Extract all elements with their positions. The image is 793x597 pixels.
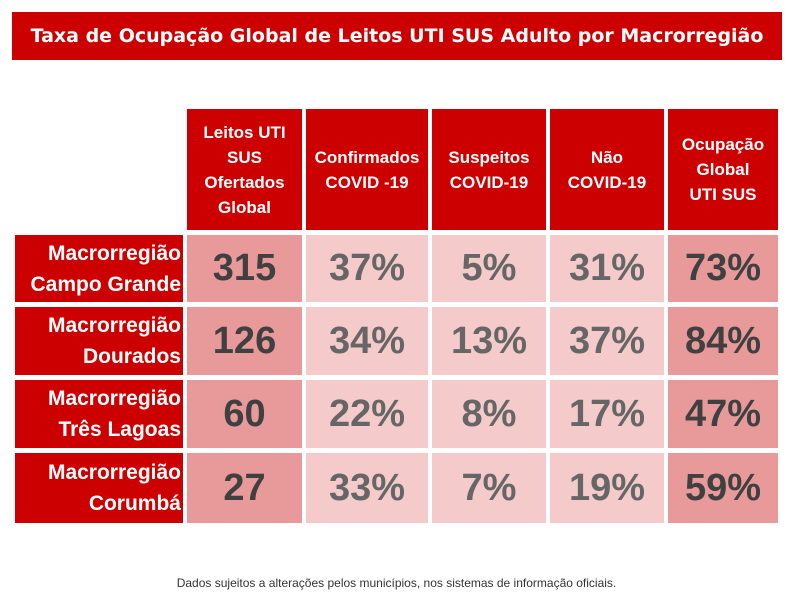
row-label: Macrorregião Campo Grande bbox=[15, 235, 183, 302]
table-cell: 37% bbox=[306, 235, 428, 302]
table-cell: 59% bbox=[668, 453, 778, 523]
table-cell: 31% bbox=[550, 235, 664, 302]
table-cell: 22% bbox=[306, 380, 428, 448]
table-cell: 33% bbox=[306, 453, 428, 523]
row-label: Macrorregião Três Lagoas bbox=[15, 380, 183, 448]
row-label: Macrorregião Dourados bbox=[15, 307, 183, 375]
table-cell: 5% bbox=[432, 235, 546, 302]
page-title: Taxa de Ocupação Global de Leitos UTI SU… bbox=[12, 12, 782, 60]
table-cell: 34% bbox=[306, 307, 428, 375]
table-cell: 73% bbox=[668, 235, 778, 302]
row-label: Macrorregião Corumbá bbox=[15, 453, 183, 523]
column-header: Não COVID-19 bbox=[550, 109, 664, 230]
table-cell: 7% bbox=[432, 453, 546, 523]
column-header: Leitos UTI SUS Ofertados Global bbox=[187, 109, 302, 230]
table-cell: 126 bbox=[187, 307, 302, 375]
table-cell: 315 bbox=[187, 235, 302, 302]
table-cell: 27 bbox=[187, 453, 302, 523]
footer-note: Dados sujeitos a alterações pelos municí… bbox=[176, 576, 617, 590]
column-header: Suspeitos COVID-19 bbox=[432, 109, 546, 230]
table-cell: 17% bbox=[550, 380, 664, 448]
table-cell: 19% bbox=[550, 453, 664, 523]
table-cell: 37% bbox=[550, 307, 664, 375]
column-header: Ocupação Global UTI SUS bbox=[668, 109, 778, 230]
table-cell: 8% bbox=[432, 380, 546, 448]
table-cell: 47% bbox=[668, 380, 778, 448]
table-cell: 60 bbox=[187, 380, 302, 448]
column-header: Confirmados COVID -19 bbox=[306, 109, 428, 230]
table-cell: 84% bbox=[668, 307, 778, 375]
table-cell: 13% bbox=[432, 307, 546, 375]
